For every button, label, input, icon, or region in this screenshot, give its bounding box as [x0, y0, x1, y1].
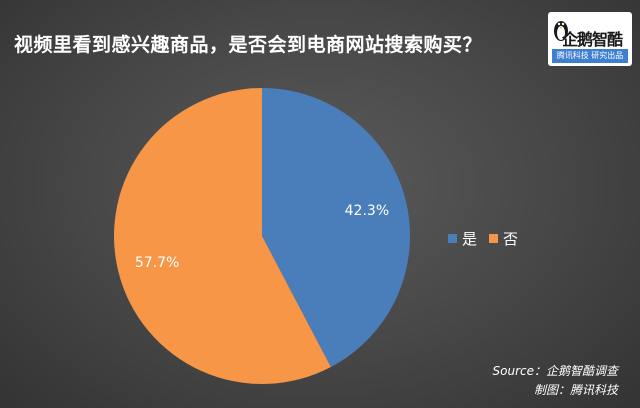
data-label-yes: 42.3%	[345, 203, 389, 219]
legend-label-no: 否	[503, 230, 519, 248]
source-line: Source：企鹅智酷调查	[492, 364, 618, 378]
legend-item-yes: 是	[448, 228, 477, 249]
chart-legend: 是 否	[448, 228, 530, 249]
legend-label-yes: 是	[462, 230, 478, 248]
logo-tagline: 腾讯科技 研究出品	[552, 49, 628, 63]
source-note: Source：企鹅智酷调查 制图：腾讯科技	[493, 362, 618, 400]
pie-slice-yes	[262, 88, 410, 368]
penguin-icon	[554, 21, 568, 41]
legend-swatch-yes	[448, 234, 457, 243]
credit-line: 制图：腾讯科技	[533, 383, 618, 397]
logo-name: 企鹅智酷	[562, 30, 623, 49]
pie-slice-no	[114, 88, 331, 384]
data-label-no: 57.7%	[135, 255, 179, 271]
chart-title: 视频里看到感兴趣商品，是否会到电商网站搜索购买？	[14, 34, 483, 56]
legend-item-no: 否	[489, 228, 518, 249]
legend-swatch-no	[489, 234, 499, 243]
logo: 企鹅智酷 腾讯科技 研究出品	[548, 12, 632, 66]
